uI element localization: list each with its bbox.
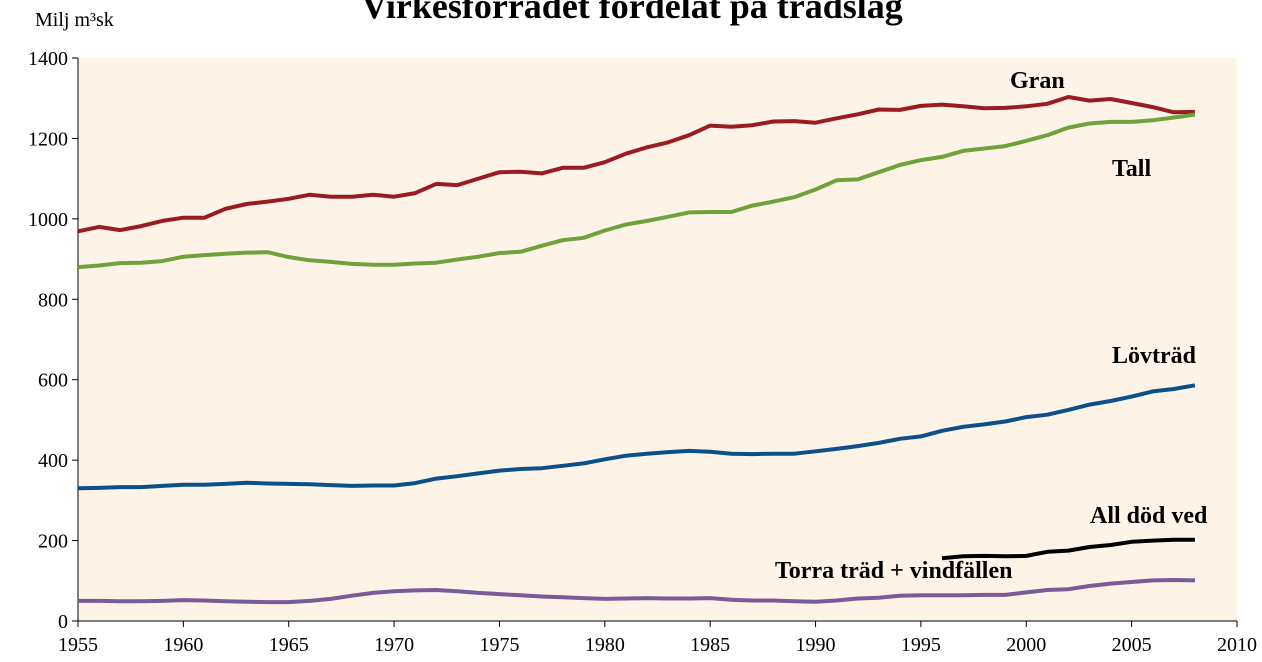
y-tick-label: 600 (38, 370, 68, 392)
x-tick-label: 1955 (58, 634, 98, 656)
y-tick-label: 0 (58, 611, 68, 633)
series-label: Gran (1010, 68, 1065, 94)
y-tick-label: 800 (38, 289, 68, 311)
series-line (78, 578, 1195, 605)
series-label: Torra träd + vindfällen (775, 558, 1012, 584)
y-tick-label: 1200 (28, 128, 68, 150)
x-tick-label: 1975 (479, 634, 519, 656)
y-tick-label: 1400 (28, 48, 68, 70)
series-label: Tall (1112, 156, 1151, 182)
x-tick-label: 1970 (374, 634, 414, 656)
chart-title: Virkesförrådet fördelat på trädslag (361, 0, 903, 26)
series-label: Lövträd (1112, 343, 1197, 369)
series-line (941, 537, 1195, 561)
series-line (77, 95, 1195, 234)
x-tick-label: 2000 (1006, 634, 1046, 656)
x-tick-label: 1995 (901, 634, 941, 656)
series-line (77, 383, 1196, 491)
plot-area (78, 58, 1237, 621)
y-tick-label: 1000 (28, 209, 68, 231)
series-label: All död ved (1090, 503, 1208, 529)
x-tick-label: 1965 (269, 634, 309, 656)
x-tick-label: 1990 (796, 634, 836, 656)
series-line (77, 112, 1196, 270)
x-tick-label: 1960 (163, 634, 203, 656)
x-tick-label: 1985 (690, 634, 730, 656)
x-tick-label: 2005 (1112, 634, 1152, 656)
x-tick-label: 2010 (1217, 634, 1257, 656)
y-tick-label: 200 (38, 531, 68, 553)
x-tick-label: 1980 (585, 634, 625, 656)
y-axis-label: Milj m³sk (35, 9, 114, 31)
y-tick-label: 400 (38, 450, 68, 472)
